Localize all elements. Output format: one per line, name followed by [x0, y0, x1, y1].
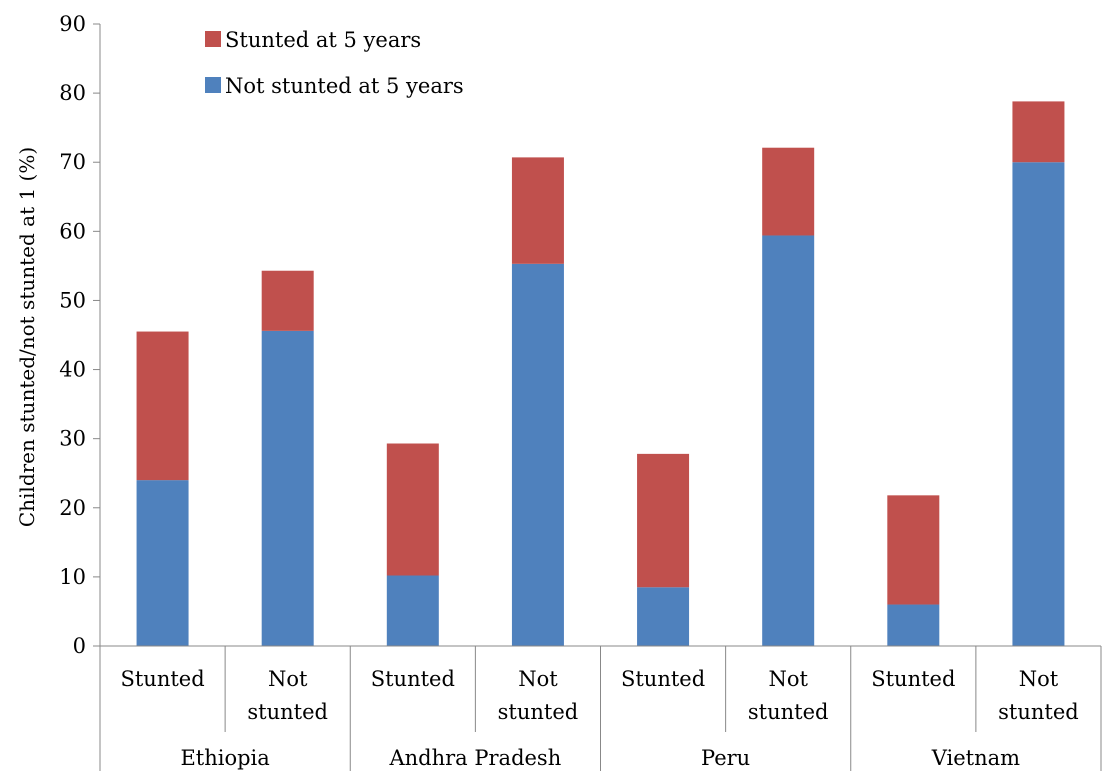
bar-not-stunted-at-5: [637, 587, 690, 646]
x-group-label: Ethiopia: [180, 746, 269, 770]
y-tick-label: 80: [59, 81, 86, 105]
y-tick-label: 50: [59, 288, 86, 312]
y-tick-label: 40: [59, 358, 86, 382]
bars: [136, 101, 1065, 647]
bar-not-stunted-at-5: [511, 263, 564, 646]
y-tick-label: 10: [59, 565, 86, 589]
bar-not-stunted-at-5: [261, 330, 314, 646]
axes: [99, 24, 1102, 771]
bar-stunted-at-5: [1012, 101, 1065, 163]
y-tick-label: 70: [59, 150, 86, 174]
y-tick-label: 0: [73, 634, 86, 658]
bar-not-stunted-at-5: [386, 575, 439, 646]
bar-stunted-at-5: [136, 331, 189, 481]
bar-not-stunted-at-5: [762, 235, 815, 647]
bar-not-stunted-at-5: [887, 604, 940, 646]
x-group-label: Vietnam: [931, 746, 1020, 770]
bar-stunted-at-5: [511, 157, 564, 264]
bar-stunted-at-5: [386, 443, 439, 576]
bar-stunted-at-5: [762, 147, 815, 236]
y-axis-ticks: 0 10 20 30 40 50 60 70 80 90: [59, 12, 100, 658]
x-category-label: Stunted: [120, 667, 204, 691]
x-category-label: Not stunted: [748, 667, 829, 724]
x-category-label: Not stunted: [498, 667, 579, 724]
legend-swatch: [205, 77, 221, 93]
legend: Stunted at 5 years Not stunted at 5 years: [205, 28, 464, 98]
x-category-label: Stunted: [621, 667, 705, 691]
bar-stunted-at-5: [637, 453, 690, 588]
bar-stunted-at-5: [261, 270, 314, 331]
y-tick-label: 20: [59, 496, 86, 520]
legend-swatch: [205, 31, 221, 47]
bar-not-stunted-at-5: [136, 480, 189, 646]
x-category-label: Stunted: [371, 667, 455, 691]
legend-label: Not stunted at 5 years: [225, 74, 464, 98]
x-category-label: Not stunted: [247, 667, 328, 724]
x-category-label: Not stunted: [998, 667, 1079, 724]
y-tick-label: 30: [59, 427, 86, 451]
bar-not-stunted-at-5: [1012, 162, 1065, 646]
y-axis-title-group: Children stunted/not stunted at 1 (%): [15, 147, 39, 527]
legend-label: Stunted at 5 years: [225, 28, 421, 52]
x-category-label: Stunted: [871, 667, 955, 691]
y-tick-label: 60: [59, 219, 86, 243]
bar-stunted-at-5: [887, 495, 940, 605]
y-tick-label: 90: [59, 12, 86, 36]
x-group-label: Andhra Pradesh: [388, 746, 561, 770]
y-axis-title: Children stunted/not stunted at 1 (%): [15, 147, 39, 527]
x-axis-labels: Stunted Not stunted Stunted Not stunted Stunte…: [120, 667, 1078, 770]
x-group-label: Peru: [701, 746, 750, 770]
